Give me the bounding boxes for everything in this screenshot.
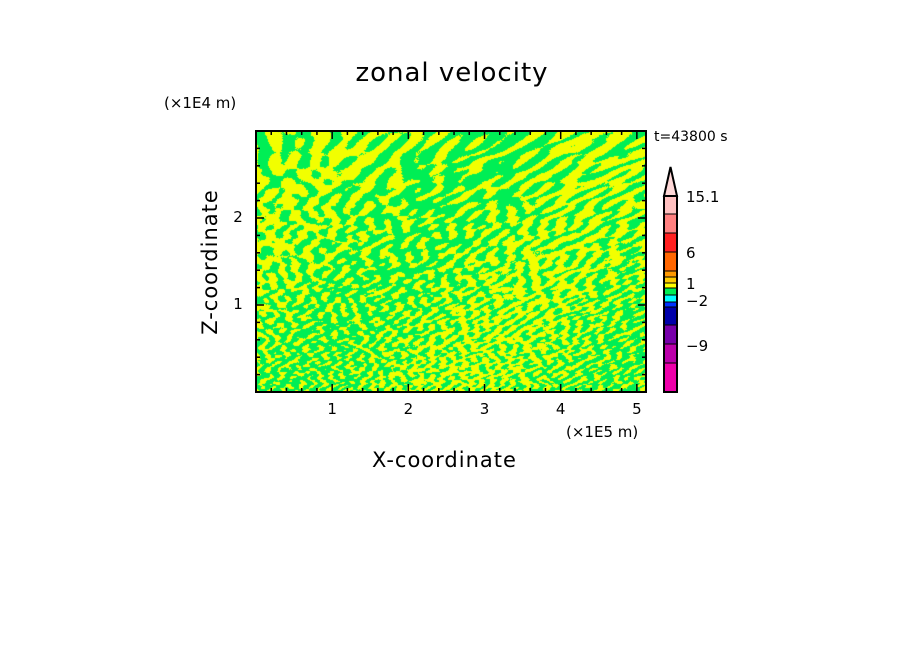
colorbar-bin: [663, 232, 678, 253]
colorbar-bin: [663, 287, 678, 296]
colorbar-bin: [663, 213, 678, 234]
colorbar-label: −9: [686, 337, 709, 355]
colorbar-bin: [663, 251, 678, 272]
colorbar-bin: [663, 362, 678, 393]
x-axis-unit: (×1E5 m): [566, 423, 639, 441]
x-axis-label: X-coordinate: [372, 448, 517, 472]
colorbar-bin: [663, 276, 678, 284]
colorbar-bin: [663, 343, 678, 364]
colorbar-frame: [663, 195, 678, 393]
colorbar-bin: [663, 294, 678, 303]
colorbar-label: 1: [686, 275, 696, 293]
time-label: t=43800 s: [654, 129, 728, 145]
y-axis-unit: (×1E4 m): [164, 94, 237, 112]
velocity-field: [256, 131, 646, 392]
x-tick-label: 1: [327, 400, 337, 418]
chart-title: zonal velocity: [355, 58, 549, 88]
colorbar-label: 6: [686, 244, 696, 262]
colorbar-bin: [663, 306, 678, 326]
plot-frame: [255, 130, 647, 393]
y-tick-label: 2: [233, 208, 243, 226]
x-tick-label: 3: [479, 400, 490, 418]
y-tick-label: 1: [233, 295, 243, 313]
x-tick-label: 4: [555, 400, 566, 418]
colorbar-bin: [663, 270, 678, 278]
colorbar-label: −2: [686, 292, 709, 310]
colorbar-bin: [663, 301, 678, 308]
x-tick-label: 2: [403, 400, 414, 418]
colorbar-bin: [663, 195, 678, 215]
colorbar-bin: [663, 324, 678, 345]
colorbar-extend-triangle: [662, 166, 679, 197]
colorbar-bin: [663, 282, 678, 289]
x-tick-label: 5: [632, 400, 642, 418]
colorbar-label: 15.1: [686, 188, 720, 206]
